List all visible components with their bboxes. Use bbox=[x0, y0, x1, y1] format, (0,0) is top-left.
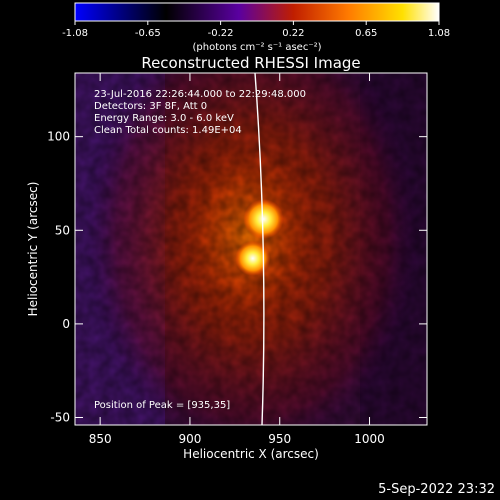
info-lines: 23-Jul-2016 22:26:44.000 to 22:29:48.000… bbox=[94, 89, 306, 136]
y-tick-label: 100 bbox=[47, 130, 70, 144]
y-axis-label: Heliocentric Y (arcsec) bbox=[26, 182, 40, 317]
x-axis-ticks: 850 900 950 1000 bbox=[89, 73, 385, 446]
colorbar: -1.08 -0.65 -0.22 0.22 0.65 1.08 (photons cm⁻… bbox=[62, 2, 450, 53]
plot-area bbox=[75, 73, 427, 425]
y-tick-label: 0 bbox=[62, 317, 70, 331]
timestamp: 5-Sep-2022 23:32 bbox=[378, 482, 495, 497]
x-tick-label: 850 bbox=[89, 432, 112, 446]
x-tick-label: 900 bbox=[178, 432, 201, 446]
info-line: Detectors: 3F 8F, Att 0 bbox=[94, 101, 207, 112]
colorbar-tick-label: 1.08 bbox=[428, 28, 450, 39]
y-axis-ticks: 100 50 0 -50 bbox=[47, 130, 427, 425]
x-axis-label: Heliocentric X (arcsec) bbox=[183, 447, 319, 461]
y-tick-label: 50 bbox=[55, 223, 70, 237]
info-line: Clean Total counts: 1.49E+04 bbox=[94, 125, 242, 136]
emission-source bbox=[235, 240, 271, 276]
colorbar-tick-label: 0.65 bbox=[355, 28, 377, 39]
sources-layer bbox=[235, 199, 284, 276]
colorbar-tick-label: -0.65 bbox=[135, 28, 161, 39]
colorbar-ticks: -1.08 -0.65 -0.22 0.22 0.65 1.08 bbox=[62, 21, 450, 39]
plot-frame bbox=[74, 72, 428, 426]
colorbar-tick-label: -1.08 bbox=[62, 28, 88, 39]
colorbar-unit-label: (photons cm⁻² s⁻¹ asec⁻²) bbox=[192, 42, 321, 53]
x-tick-label: 950 bbox=[268, 432, 291, 446]
peak-position-label: Position of Peak = [935,35] bbox=[94, 400, 230, 411]
colorbar-strip bbox=[74, 2, 440, 22]
emission-source bbox=[243, 199, 284, 240]
y-tick-label: -50 bbox=[50, 411, 70, 425]
x-tick-label: 1000 bbox=[354, 432, 385, 446]
colorbar-tick-label: -0.22 bbox=[208, 28, 234, 39]
image-title: Reconstructed RHESSI Image bbox=[141, 54, 360, 72]
colorbar-tick-label: 0.22 bbox=[282, 28, 304, 39]
info-line: 23-Jul-2016 22:26:44.000 to 22:29:48.000 bbox=[94, 89, 306, 100]
solar-limb-line bbox=[254, 73, 265, 425]
info-line: Energy Range: 3.0 - 6.0 keV bbox=[94, 113, 234, 124]
